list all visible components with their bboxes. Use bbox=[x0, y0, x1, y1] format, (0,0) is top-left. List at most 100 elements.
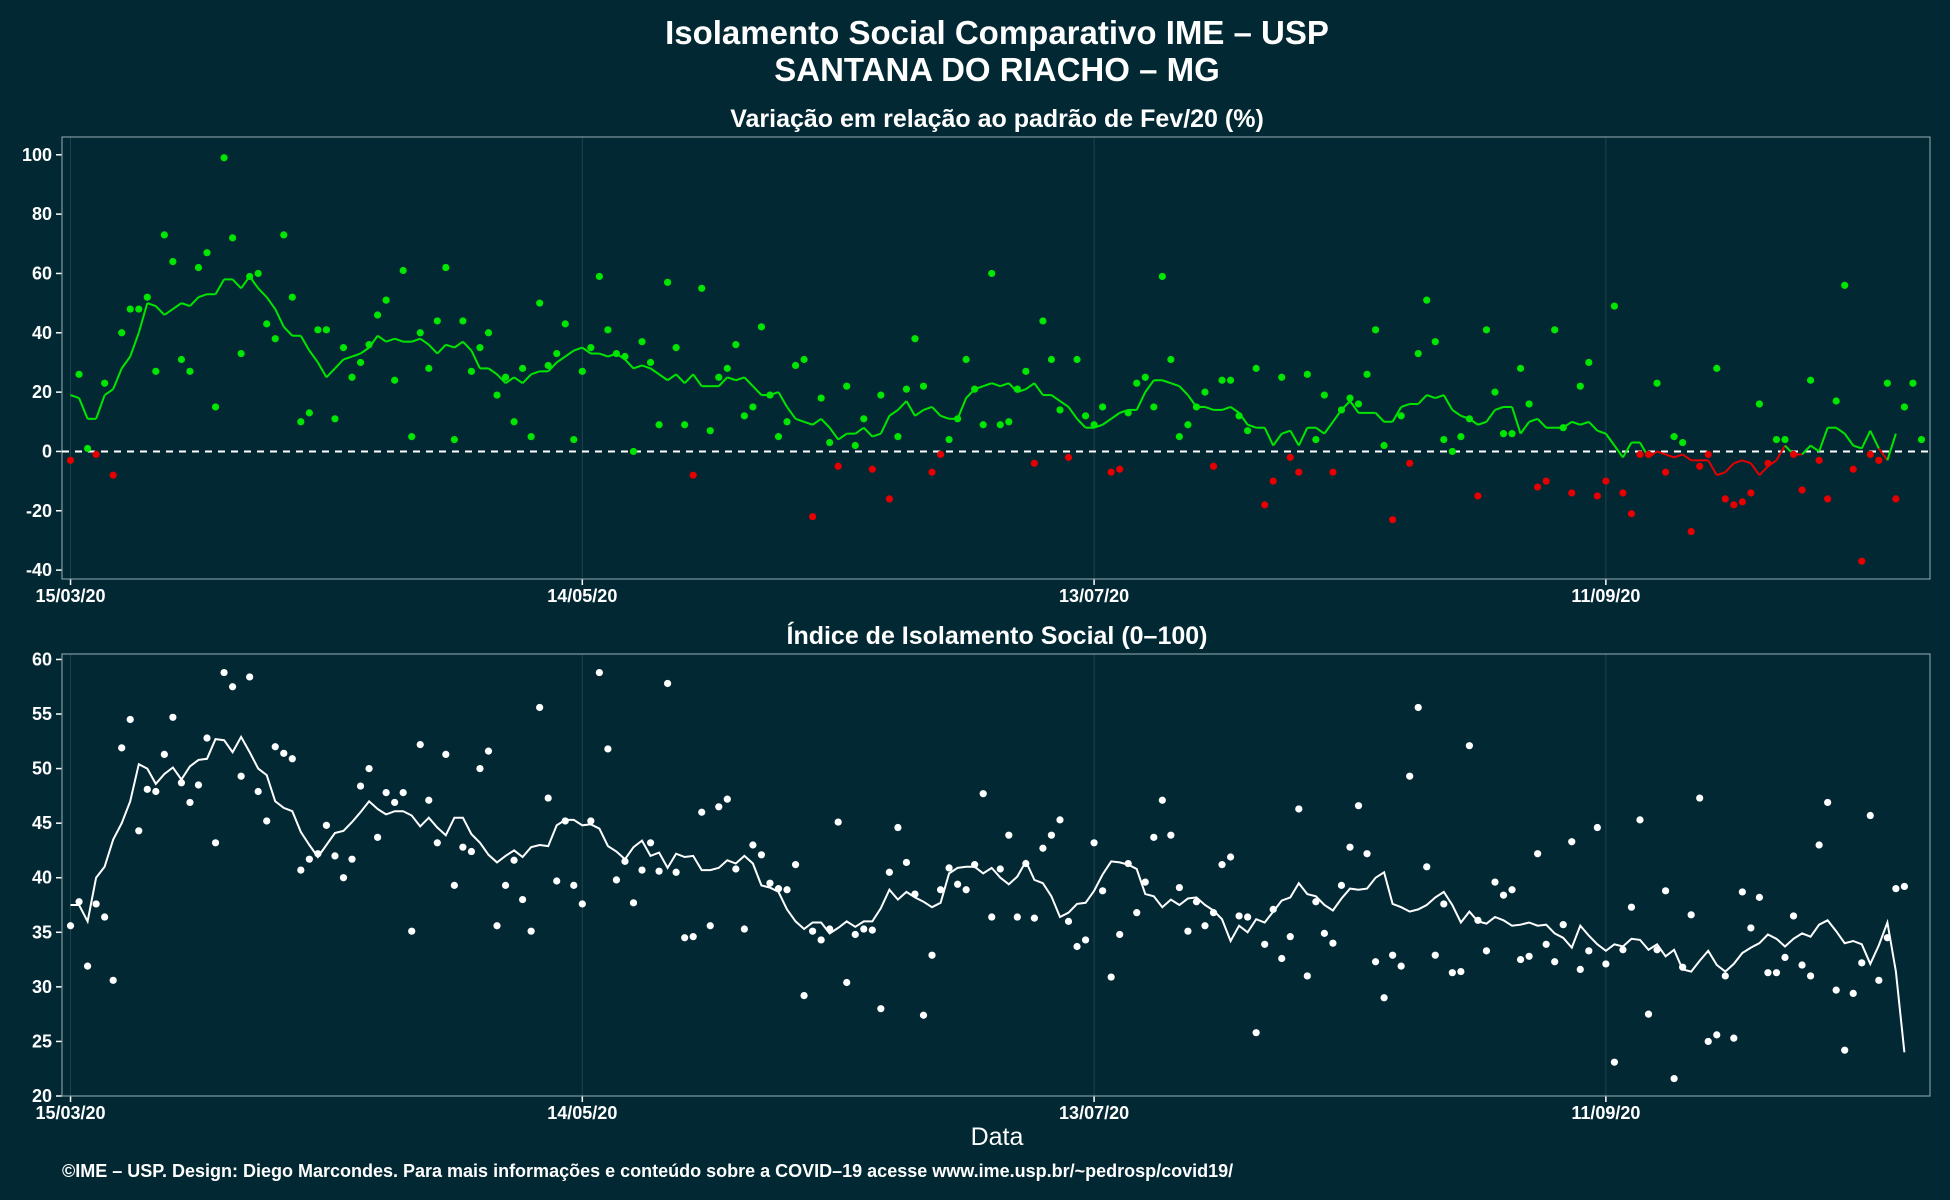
variation-point bbox=[826, 438, 834, 447]
variation-point bbox=[348, 373, 356, 381]
moving-average-segment bbox=[1221, 406, 1231, 411]
index-point bbox=[1696, 794, 1704, 802]
moving-average-segment bbox=[1597, 429, 1607, 435]
moving-average-segment bbox=[1272, 433, 1283, 447]
moving-average-segment bbox=[163, 308, 174, 316]
index-point bbox=[1013, 913, 1021, 921]
index-point bbox=[1474, 916, 1482, 924]
index-point bbox=[1064, 917, 1073, 925]
moving-average-segment bbox=[343, 355, 353, 361]
index-point bbox=[305, 855, 313, 863]
moving-average-segment bbox=[1878, 447, 1889, 461]
index-point bbox=[629, 899, 638, 907]
index-point bbox=[1175, 883, 1183, 892]
moving-average-segment bbox=[564, 349, 575, 358]
variation-point bbox=[1482, 326, 1491, 334]
moving-average-segment bbox=[726, 376, 737, 382]
moving-average-segment bbox=[1110, 412, 1121, 420]
index-point bbox=[160, 750, 168, 759]
index-point bbox=[1380, 994, 1388, 1002]
bottom-plot-frame bbox=[61, 653, 1931, 1097]
bottom-y-tick-label: 40 bbox=[32, 868, 52, 888]
moving-average-segment bbox=[1144, 379, 1155, 393]
moving-average-segment bbox=[530, 370, 540, 376]
variation-point bbox=[1423, 296, 1431, 304]
moving-average-segment bbox=[453, 340, 464, 349]
index-point bbox=[1235, 912, 1243, 920]
variation-point bbox=[1167, 355, 1175, 364]
moving-average-segment bbox=[683, 373, 694, 384]
variation-point bbox=[834, 462, 842, 470]
index-point bbox=[519, 895, 527, 904]
variation-point bbox=[237, 349, 245, 358]
variation-point bbox=[484, 329, 493, 337]
variation-point bbox=[228, 234, 237, 242]
index-point bbox=[612, 876, 621, 884]
variation-point bbox=[936, 450, 945, 459]
index-point bbox=[1559, 921, 1567, 929]
moving-average-segment bbox=[641, 364, 651, 370]
index-point bbox=[604, 745, 612, 753]
moving-average-segment bbox=[1050, 394, 1061, 402]
variation-point bbox=[621, 352, 629, 361]
variation-point bbox=[1491, 388, 1499, 396]
index-point bbox=[826, 925, 834, 933]
variation-point bbox=[194, 263, 203, 272]
moving-average-segment bbox=[1528, 417, 1538, 423]
moving-average-segment bbox=[470, 350, 481, 369]
index-point bbox=[885, 868, 893, 876]
variation-point bbox=[962, 355, 970, 364]
index-point bbox=[169, 713, 177, 721]
moving-average-segment bbox=[1716, 471, 1726, 477]
top-x-tick-label: 14/05/20 bbox=[547, 586, 617, 606]
moving-average-segment bbox=[377, 334, 387, 343]
index-point bbox=[416, 740, 424, 749]
index-point bbox=[135, 827, 143, 835]
variation-point bbox=[698, 284, 706, 292]
variation-point bbox=[1789, 450, 1798, 459]
variation-point bbox=[809, 513, 817, 521]
moving-average-segment bbox=[1442, 394, 1454, 411]
index-point bbox=[339, 874, 348, 882]
index-point bbox=[1738, 888, 1746, 896]
variation-point bbox=[1516, 364, 1525, 372]
variation-point bbox=[672, 344, 680, 352]
variation-point bbox=[1670, 433, 1678, 441]
index-point bbox=[1602, 960, 1610, 968]
index-point bbox=[459, 843, 467, 851]
index-point bbox=[783, 886, 791, 894]
index-point bbox=[356, 782, 365, 790]
moving-average-segment bbox=[274, 308, 285, 328]
index-moving-average-line bbox=[70, 734, 1906, 1053]
moving-average-segment bbox=[1673, 453, 1683, 459]
index-point bbox=[1448, 969, 1456, 977]
variation-point bbox=[1508, 430, 1516, 438]
variation-point bbox=[612, 349, 621, 358]
variation-point bbox=[169, 257, 177, 266]
variation-point bbox=[544, 361, 552, 370]
index-point bbox=[962, 886, 970, 894]
index-point bbox=[1772, 969, 1781, 977]
moving-average-segment bbox=[1391, 406, 1403, 423]
moving-average-segment bbox=[198, 293, 208, 299]
variation-point bbox=[1116, 465, 1124, 473]
variation-point bbox=[894, 433, 902, 441]
moving-average-segment bbox=[120, 355, 132, 369]
variation-point bbox=[109, 471, 117, 479]
moving-average-segment bbox=[70, 394, 80, 399]
index-point bbox=[1568, 838, 1576, 846]
variation-point bbox=[1849, 465, 1857, 473]
index-point bbox=[1201, 922, 1209, 930]
moving-average-segment bbox=[1665, 453, 1675, 459]
moving-average-segment bbox=[1511, 406, 1522, 434]
index-point bbox=[570, 881, 578, 889]
index-point bbox=[1218, 861, 1226, 869]
variation-point bbox=[1627, 510, 1636, 518]
index-point bbox=[945, 864, 953, 872]
moving-average-segment bbox=[1869, 430, 1880, 449]
moving-average-segment bbox=[231, 278, 242, 289]
index-point bbox=[1747, 924, 1755, 932]
variation-point bbox=[1448, 447, 1456, 456]
moving-average-segment bbox=[265, 296, 277, 310]
index-point bbox=[391, 798, 399, 807]
